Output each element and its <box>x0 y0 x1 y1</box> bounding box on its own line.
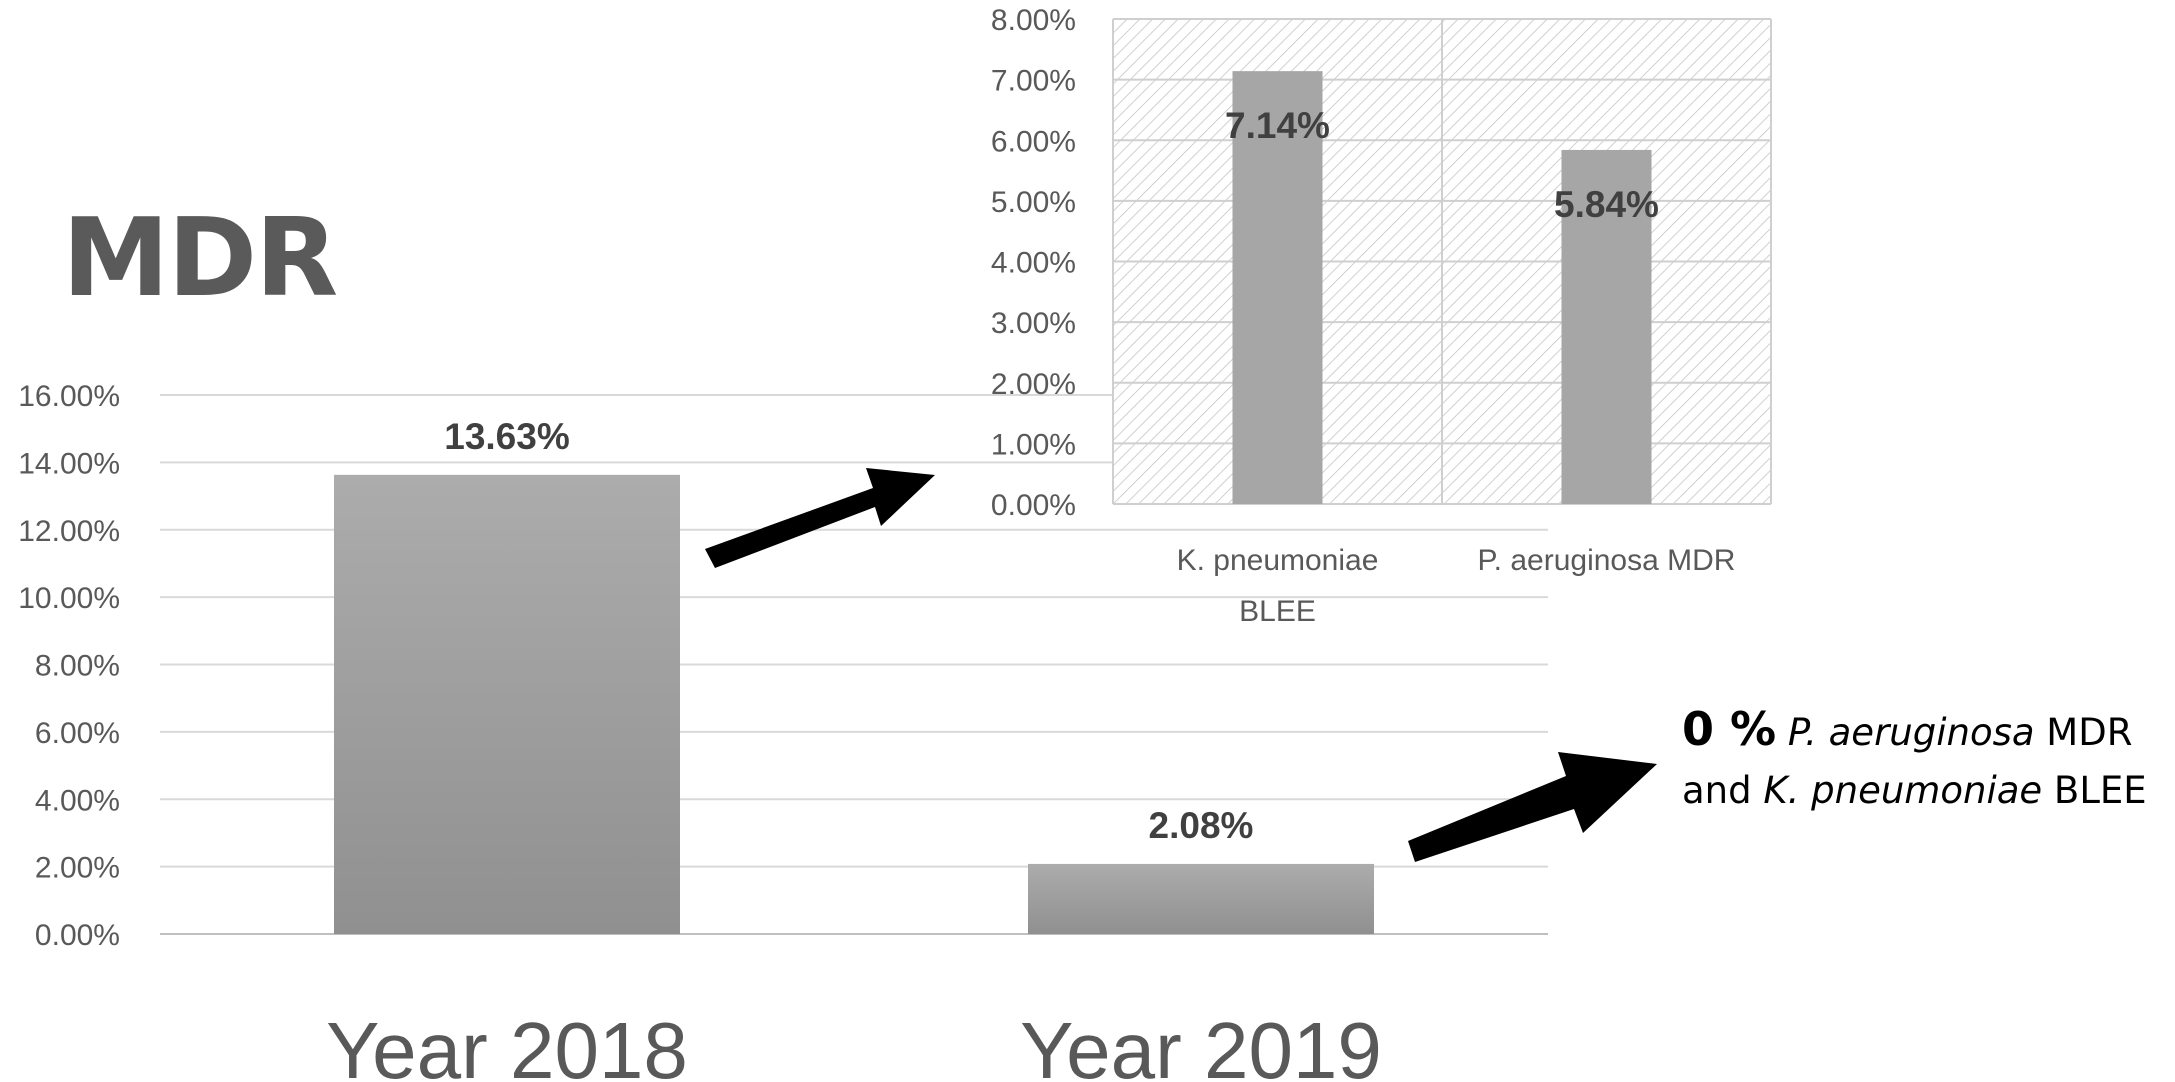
y-tick-label: 8.00% <box>991 4 1076 37</box>
zero-percent-note: 0 % P. aeruginosa MDR and K. pneumoniae … <box>1682 700 2172 820</box>
data-label: 5.84% <box>1554 184 1659 225</box>
arrow-to-inset <box>705 468 935 568</box>
y-tick-label: 0.00% <box>35 919 120 952</box>
y-tick-label: 16.00% <box>18 380 120 413</box>
zero-percent-value: 0 % <box>1682 702 1777 756</box>
y-tick-label: 2.00% <box>35 852 120 885</box>
note-line-2: and K. pneumoniae BLEE <box>1682 762 2172 820</box>
note-and-text: and <box>1682 769 1764 812</box>
y-tick-label: 1.00% <box>991 428 1076 461</box>
note-middle-text: MDR <box>2034 711 2133 754</box>
y-tick-label: 10.00% <box>18 582 120 615</box>
data-label: 2.08% <box>1149 805 1254 846</box>
y-tick-label: 2.00% <box>991 368 1076 401</box>
y-tick-label: 8.00% <box>35 650 120 683</box>
data-label: 7.14% <box>1225 105 1330 146</box>
species-2-name: K. pneumoniae <box>1763 769 2043 812</box>
x-category-label: Year 2018 <box>326 1006 688 1082</box>
y-tick-label: 3.00% <box>991 307 1076 340</box>
species-1-name: P. aeruginosa <box>1787 711 2035 754</box>
y-tick-label: 0.00% <box>991 489 1076 522</box>
y-tick-label: 4.00% <box>991 247 1076 280</box>
arrows <box>705 468 1657 862</box>
inset-bar-chart: 0.00% 1.00% 2.00% 3.00% 4.00% 5.00% 6.00% 7.00%… <box>991 4 1772 628</box>
y-tick-label: 7.00% <box>991 65 1076 98</box>
bar <box>1561 149 1652 504</box>
bar <box>1028 863 1374 934</box>
x-category-label: BLEE <box>1239 595 1316 628</box>
bar <box>1232 71 1323 504</box>
note-line-1: 0 % P. aeruginosa MDR <box>1682 700 2172 762</box>
y-tick-label: 5.00% <box>991 186 1076 219</box>
main-bar-chart: 0.00% 2.00% 4.00% 6.00% 8.00% 10.00% 12.00% 14.… <box>18 380 1548 1082</box>
data-label: 13.63% <box>444 416 570 457</box>
x-category-label: Year 2019 <box>1020 1006 1382 1082</box>
y-tick-label: 4.00% <box>35 784 120 817</box>
bar <box>334 474 680 934</box>
y-tick-label: 12.00% <box>18 515 120 548</box>
chart-title: MDR <box>62 196 338 321</box>
x-category-label: K. pneumoniae <box>1177 544 1379 577</box>
note-end-text: BLEE <box>2042 769 2147 812</box>
arrow-to-note <box>1408 752 1657 862</box>
y-tick-label: 14.00% <box>18 447 120 480</box>
y-tick-label: 6.00% <box>35 717 120 750</box>
x-category-label: P. aeruginosa MDR <box>1478 544 1736 577</box>
y-tick-label: 6.00% <box>991 125 1076 158</box>
